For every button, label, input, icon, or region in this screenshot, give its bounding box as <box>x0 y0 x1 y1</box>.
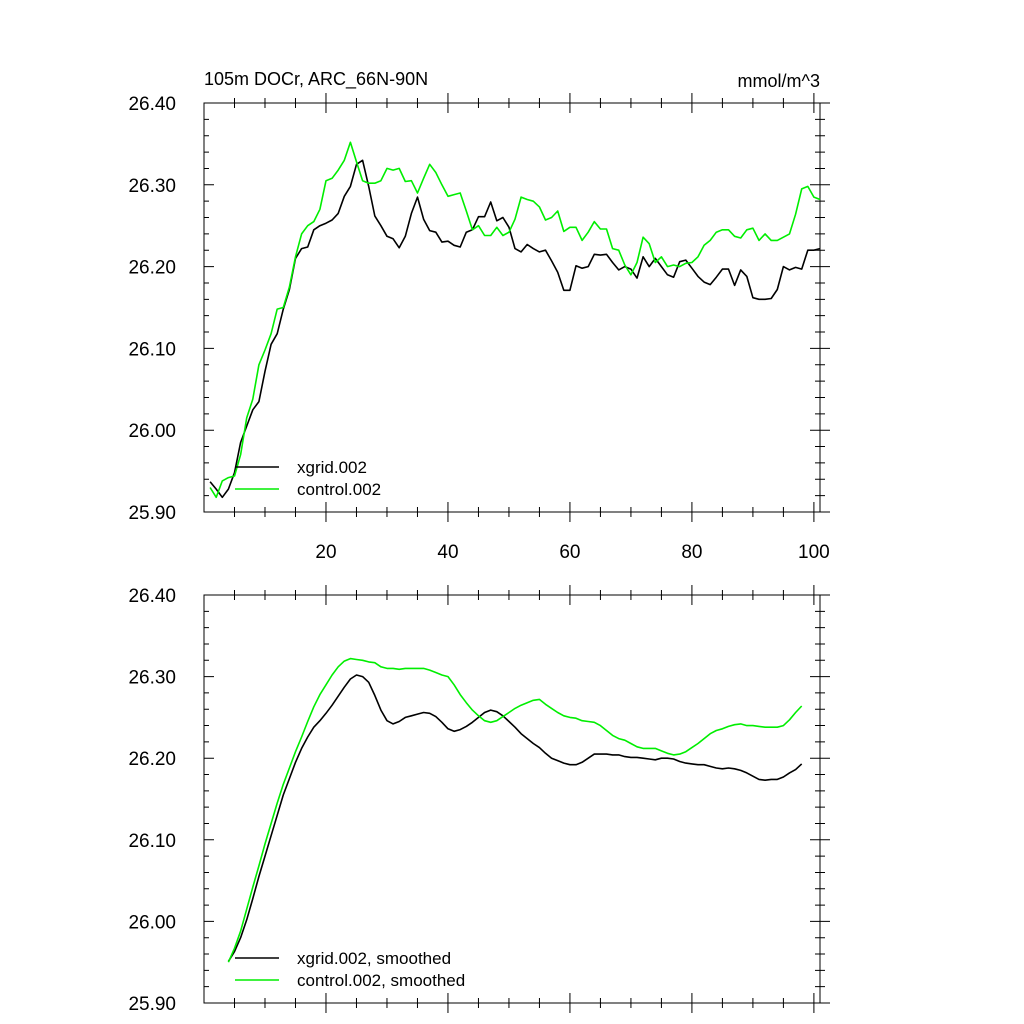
x-tick-label: 60 <box>559 542 580 563</box>
series-line-xgrid-002 <box>209 159 821 499</box>
x-tick-label: 20 <box>315 542 336 563</box>
legend-label: xgrid.002 <box>297 458 367 477</box>
plot-frame <box>203 594 821 1004</box>
y-tick-label: 26.40 <box>128 94 176 115</box>
x-tick-label: 40 <box>437 542 458 563</box>
y-tick-label: 26.40 <box>128 586 176 607</box>
series-line-control-002-smoothed <box>227 657 803 963</box>
legend-label: control.002, smoothed <box>297 971 465 990</box>
y-tick-label: 26.10 <box>128 339 176 360</box>
y-tick-label: 26.10 <box>128 831 176 852</box>
bottom-panel: 25.90 26.00 26.10 26.20 26.30 26.40 xgrid.002,… <box>128 585 830 1015</box>
y-tick-label: 26.00 <box>128 421 176 442</box>
y-tick-label: 26.20 <box>128 258 176 279</box>
y-tick-label: 26.30 <box>128 176 176 197</box>
series-line-xgrid-002-smoothed <box>227 674 803 962</box>
legend-label: control.002 <box>297 480 381 499</box>
series-line-control-002 <box>209 141 821 499</box>
top-panel: 25.90 26.00 26.10 26.20 26.30 26.40 20 40 60 80 10… <box>128 69 830 563</box>
y-tick-label: 25.90 <box>128 994 176 1015</box>
legend-label: xgrid.002, smoothed <box>297 949 451 968</box>
chart-title: 105m DOCr, ARC_66N-90N <box>204 69 428 90</box>
y-tick-label: 26.20 <box>128 749 176 770</box>
x-tick-label: 80 <box>681 542 702 563</box>
chart-units: mmol/m^3 <box>738 71 820 91</box>
y-tick-label: 26.00 <box>128 912 176 933</box>
y-tick-label: 25.90 <box>128 503 176 524</box>
y-tick-label: 26.30 <box>128 668 176 689</box>
plot-frame <box>203 102 821 513</box>
x-tick-label: 100 <box>798 542 830 563</box>
